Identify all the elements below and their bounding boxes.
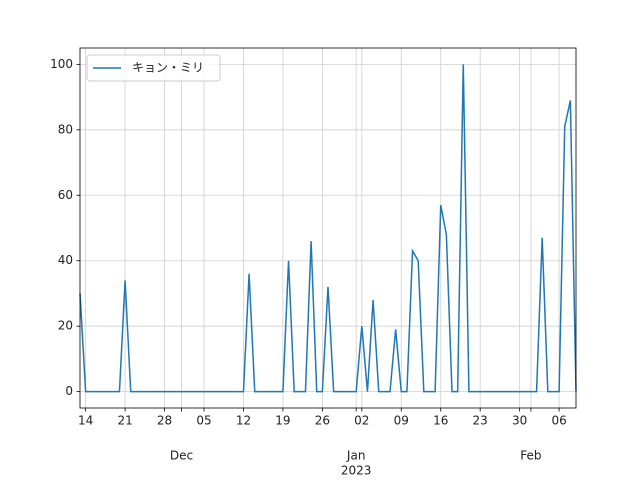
x-tick-label: 19 — [275, 414, 290, 428]
x-tick-label: 05 — [196, 414, 211, 428]
x-tick-label: 09 — [394, 414, 409, 428]
y-tick-label: 0 — [65, 384, 73, 398]
x-tick-label: 06 — [551, 414, 566, 428]
plot-frame — [79, 47, 577, 409]
x-month-label: Jan — [346, 449, 366, 463]
x-tick-label: 23 — [473, 414, 488, 428]
x-month-label: Feb — [520, 449, 541, 463]
x-tick-label: 16 — [433, 414, 448, 428]
x-year-label: 2023 — [341, 464, 372, 478]
legend-box — [86, 54, 221, 82]
x-tick-label: 02 — [354, 414, 369, 428]
y-tick-label: 60 — [58, 188, 73, 202]
x-tick-label: 28 — [157, 414, 172, 428]
x-tick-label: 12 — [236, 414, 251, 428]
x-tick-label: 14 — [78, 414, 93, 428]
x-month-label: Dec — [170, 449, 193, 463]
y-tick-label: 20 — [58, 319, 73, 333]
y-tick-label: 100 — [50, 57, 73, 71]
y-tick-label: 80 — [58, 122, 73, 136]
x-tick-label: 21 — [117, 414, 132, 428]
line — [79, 64, 577, 393]
y-tick-label: 40 — [58, 253, 73, 267]
x-tick-label: 26 — [315, 414, 330, 428]
legend-label: キョン・ミリ — [132, 61, 204, 75]
x-tick-label: 30 — [512, 414, 527, 428]
